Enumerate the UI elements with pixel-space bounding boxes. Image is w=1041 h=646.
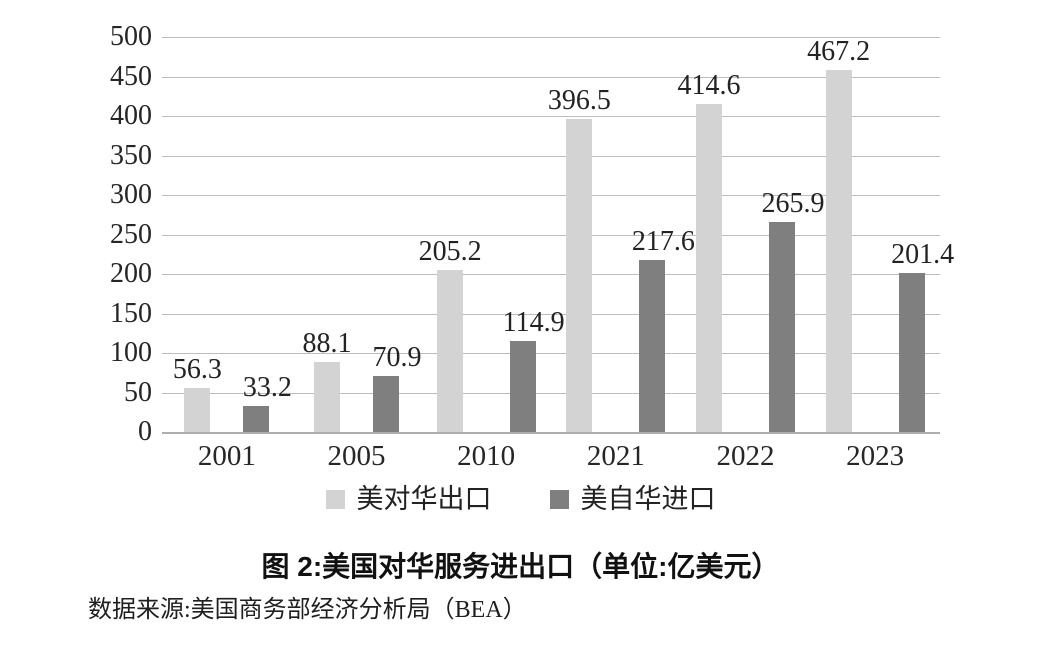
legend-label: 美对华出口 (356, 484, 492, 514)
x-axis-labels: 2001 2005 2010 2021 2022 2023 (162, 439, 940, 475)
exports-bar (313, 362, 340, 432)
exports-barwrap: 396.5 (548, 37, 611, 432)
bar-group: 56.3 33.2 (162, 37, 292, 432)
exports-value-label: 205.2 (418, 235, 482, 267)
exports-barwrap: 56.3 (173, 37, 222, 432)
exports-barwrap: 467.2 (807, 37, 870, 432)
gridline (162, 313, 940, 315)
bar-group: 88.1 70.9 (292, 37, 421, 432)
imports-value-label: 33.2 (242, 371, 292, 403)
gridline (162, 195, 940, 196)
imports-value-label: 265.9 (761, 187, 825, 219)
chart-title: 图 2:美国对华服务进出口（单位:亿美元） (261, 551, 780, 582)
y-tick-label: 250 (110, 218, 152, 250)
legend-swatch-icon (549, 489, 569, 509)
y-tick-label: 150 (110, 297, 152, 329)
exports-value-label: 56.3 (172, 353, 222, 385)
data-source: 数据来源:美国商务部经济分析局（BEA） (88, 597, 527, 623)
x-tick-label: 2021 (586, 440, 645, 472)
gridline (162, 353, 940, 354)
x-tick-label: 2023 (846, 440, 905, 472)
gridline (162, 155, 940, 157)
gridline (162, 116, 940, 117)
gridline (162, 37, 940, 38)
exports-bar (825, 70, 852, 432)
legend-swatch-icon (325, 489, 345, 509)
imports-bar (509, 341, 536, 432)
imports-value-label: 217.6 (631, 226, 695, 258)
y-tick-label: 200 (110, 258, 152, 289)
y-tick-label: 500 (110, 21, 152, 52)
imports-bar (372, 376, 399, 432)
gridline (162, 274, 940, 275)
gridline (162, 392, 940, 394)
imports-barwrap: 114.9 (492, 37, 565, 432)
y-tick-label: 450 (110, 60, 152, 92)
y-tick-label: 350 (110, 139, 152, 171)
imports-bar (243, 405, 270, 432)
y-tick-label: 400 (110, 100, 152, 131)
exports-bar (566, 118, 593, 432)
y-tick-label: 0 (138, 416, 152, 447)
exports-bar (437, 269, 464, 432)
legend-item-imports: 美自华进口 (549, 484, 716, 514)
plot-area: 56.3 33.2 88.1 70.9 205.2 114.9 396.5 217.6 414.… (162, 37, 954, 434)
exports-value-label: 396.5 (547, 84, 611, 116)
gridline (162, 234, 940, 236)
y-tick-label: 100 (110, 337, 152, 368)
x-tick-label: 2010 (457, 440, 516, 472)
y-tick-label: 300 (110, 179, 152, 210)
exports-barwrap: 414.6 (677, 37, 740, 432)
exports-barwrap: 205.2 (419, 37, 482, 432)
x-tick-label: 2001 (197, 440, 256, 472)
x-tick-label: 2005 (327, 440, 386, 472)
exports-bar (695, 104, 722, 432)
imports-barwrap: 217.6 (621, 37, 695, 432)
imports-bar (898, 272, 925, 432)
imports-barwrap: 33.2 (232, 37, 292, 432)
bar-group: 396.5 217.6 (548, 37, 695, 432)
imports-barwrap: 70.9 (361, 37, 421, 432)
gridline (162, 76, 940, 78)
imports-value-label: 114.9 (502, 307, 565, 339)
exports-bar (184, 387, 211, 432)
exports-value-label: 88.1 (302, 328, 352, 360)
imports-bar (639, 260, 666, 432)
legend-label: 美自华进口 (580, 484, 716, 514)
imports-value-label: 70.9 (372, 342, 422, 373)
bar-group: 467.2 201.4 (807, 37, 954, 432)
exports-value-label: 414.6 (677, 70, 741, 102)
imports-value-label: 201.4 (891, 238, 955, 270)
bar-group: 205.2 114.9 (419, 37, 565, 432)
imports-bar (768, 221, 795, 432)
y-tick-label: 50 (124, 376, 152, 408)
exports-value-label: 467.2 (807, 36, 871, 67)
legend-item-exports: 美对华出口 (325, 484, 492, 514)
exports-barwrap: 88.1 (302, 37, 351, 432)
legend: 美对华出口 美自华进口 (0, 484, 1041, 514)
imports-barwrap: 265.9 (750, 37, 824, 432)
bar-group: 414.6 265.9 (677, 37, 824, 432)
x-tick-label: 2022 (716, 440, 775, 472)
imports-barwrap: 201.4 (880, 37, 954, 432)
